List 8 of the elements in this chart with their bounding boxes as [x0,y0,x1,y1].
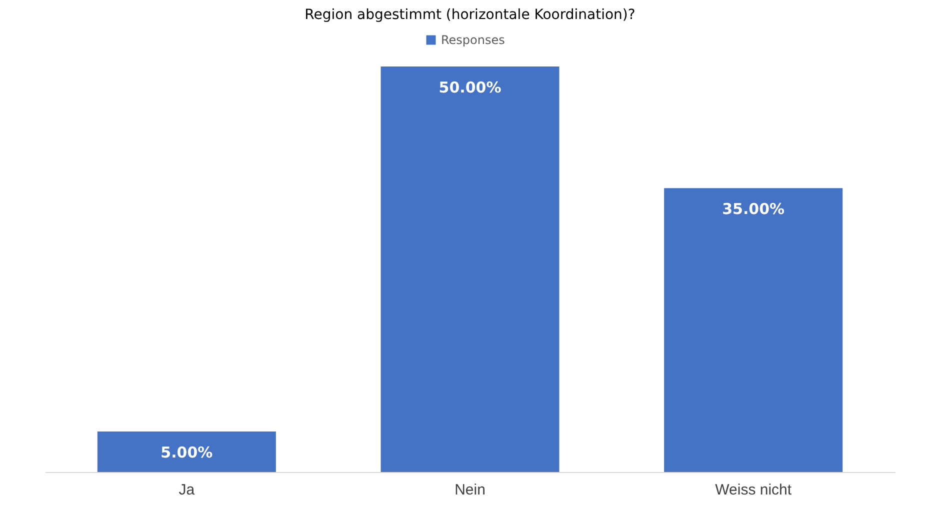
data-label: 50.00% [438,78,502,97]
x-tick-label: Nein [454,482,486,498]
data-label: 35.00% [722,200,785,218]
chart-title: Region abgestimmt (horizontale Koordination)? [304,7,636,23]
x-tick-label: Weiss nicht [715,482,792,498]
x-tick-label: Ja [178,482,196,498]
legend-label: Responses [441,33,505,47]
data-label: 5.00% [160,443,213,462]
